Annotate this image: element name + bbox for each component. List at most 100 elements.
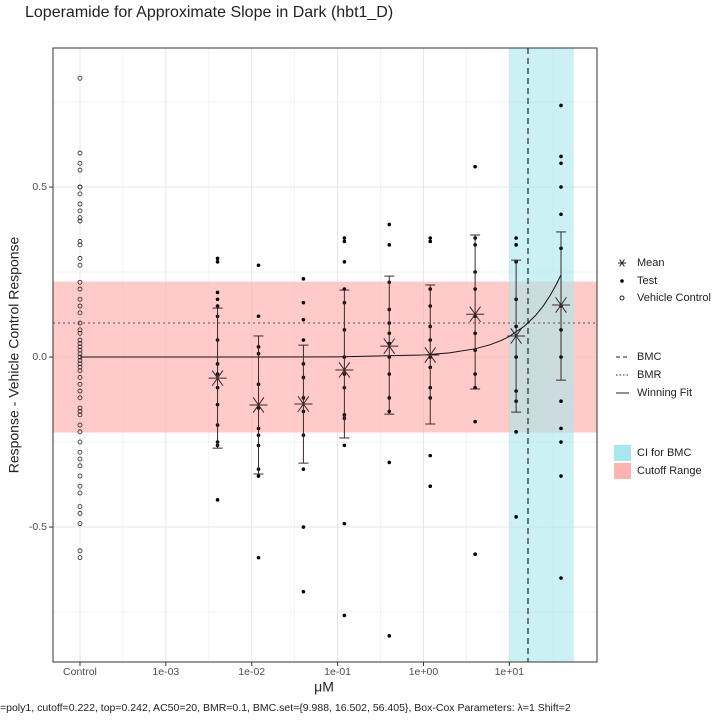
test-point <box>514 430 518 434</box>
control-point <box>77 330 83 336</box>
legend-label: Mean <box>637 257 665 269</box>
chart-title: Loperamide for Approximate Slope in Dark… <box>25 4 393 21</box>
control-point <box>77 347 83 353</box>
control-point <box>77 208 83 214</box>
control-point <box>77 456 83 462</box>
test-point <box>342 443 347 448</box>
legend-key <box>618 259 626 267</box>
test-point <box>473 419 477 424</box>
test-point <box>514 243 518 247</box>
control-point <box>77 341 83 346</box>
control-point <box>77 473 83 479</box>
test-point <box>387 243 392 247</box>
test-point <box>342 613 347 618</box>
control-point <box>77 320 83 326</box>
x-tick-label: 1e+01 <box>495 666 525 678</box>
mean-marker <box>249 397 268 413</box>
mean-marker <box>335 362 354 378</box>
test-point <box>301 277 306 281</box>
test-point <box>514 515 518 519</box>
test-point <box>428 453 433 458</box>
x-tick-label: 1e-02 <box>238 666 265 678</box>
legend-label: Winning Fit <box>637 387 692 399</box>
test-point <box>301 317 306 322</box>
test-point <box>215 498 220 502</box>
test-point <box>301 300 306 305</box>
test-point <box>301 467 306 472</box>
plot-border <box>52 47 598 663</box>
control-point <box>77 286 83 292</box>
test-point <box>256 263 261 268</box>
control-point <box>77 368 83 374</box>
legend-label: BMR <box>637 369 662 381</box>
test-point <box>559 212 563 217</box>
mean-marker <box>552 297 571 313</box>
test-point <box>342 236 347 240</box>
y-axis-label: Response - Vehicle Control Response <box>6 236 22 473</box>
control-point <box>77 449 83 455</box>
test-point <box>514 236 518 240</box>
test-point <box>387 634 392 638</box>
legend-label: CI for BMC <box>637 447 691 459</box>
mean-marker <box>294 396 313 412</box>
control-point <box>77 439 83 445</box>
test-point <box>428 239 433 244</box>
control-point <box>77 521 83 527</box>
control-point <box>77 504 83 510</box>
mean-marker <box>380 338 399 355</box>
test-point <box>473 552 477 557</box>
test-point <box>387 460 392 465</box>
control-point <box>77 167 83 173</box>
control-point <box>77 303 83 309</box>
control-point <box>77 262 83 268</box>
legend-key <box>619 295 625 301</box>
test-point <box>301 525 306 529</box>
control-point <box>77 327 83 333</box>
bmc-ci-band <box>509 48 574 662</box>
test-point <box>342 521 347 526</box>
legend-key <box>620 279 624 283</box>
control-point <box>77 239 83 244</box>
control-point <box>77 191 83 197</box>
control-point <box>77 150 83 156</box>
test-point <box>387 222 392 227</box>
test-point <box>559 576 563 580</box>
control-point <box>77 511 83 516</box>
control-point <box>77 256 83 261</box>
control-point <box>77 344 83 350</box>
control-point <box>77 351 83 357</box>
control-point <box>77 218 83 224</box>
control-point <box>77 215 83 221</box>
control-point <box>77 75 83 81</box>
test-point <box>559 399 563 404</box>
test-point <box>559 185 563 189</box>
x-tick-label: 1e+00 <box>409 666 439 678</box>
control-point <box>77 296 83 302</box>
control-point <box>77 395 83 401</box>
caption: =poly1, cutoff=0.222, top=0.242, AC50=20… <box>0 702 571 714</box>
test-point <box>215 297 220 302</box>
test-point <box>215 304 220 308</box>
control-point <box>77 160 83 166</box>
control-point <box>77 483 83 489</box>
control-point <box>77 490 83 496</box>
test-point <box>559 474 563 478</box>
y-tick-label: 0.5 <box>32 181 47 193</box>
test-point <box>559 154 563 159</box>
fit-line <box>79 274 562 358</box>
control-point <box>77 409 83 414</box>
control-point <box>77 201 83 207</box>
test-point <box>559 426 563 431</box>
legend-label: Test <box>637 275 657 287</box>
test-point <box>428 236 433 240</box>
test-point <box>215 260 220 264</box>
mean-marker <box>507 328 526 344</box>
test-point <box>301 589 306 594</box>
control-point <box>77 555 83 561</box>
mean-marker <box>208 370 227 387</box>
test-point <box>428 484 433 489</box>
control-point <box>77 337 83 343</box>
x-tick-label: 1e-03 <box>152 666 179 678</box>
mean-marker <box>421 347 440 363</box>
